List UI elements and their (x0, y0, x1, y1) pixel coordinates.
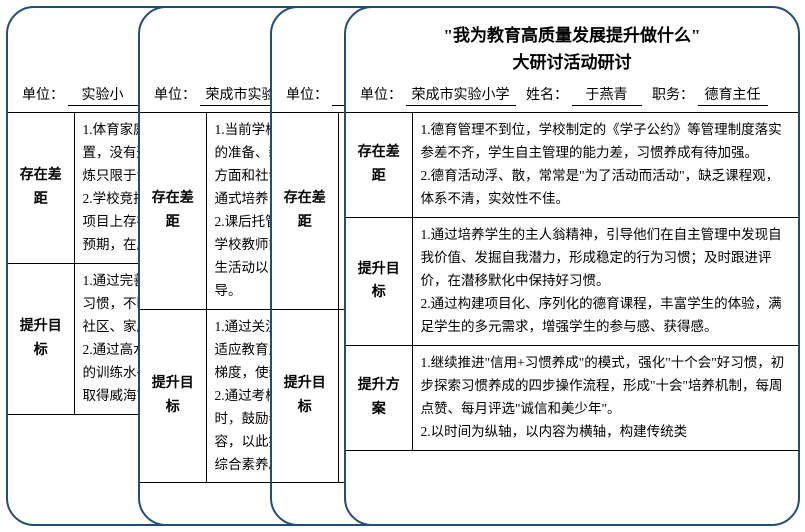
row-body-plan: 1.继续推进"信用+习惯养成"的模式，强化"十个会"好习惯，初步探索习惯养成的四… (412, 345, 798, 450)
name-label: 姓名： (526, 88, 568, 103)
row-body-gap: 1.德育管理不到位，学校制定的《学子公约》等管理制度落实参差不齐，学生自主管理的… (412, 113, 798, 218)
row-head-goal: 提升目标 (272, 309, 338, 483)
row-head-goal: 提升目标 (346, 218, 412, 346)
row-head-plan: 提升方案 (346, 345, 412, 450)
unit-label: 单位： (154, 88, 196, 103)
c4r2b: 1.通过培养学生的主人翁精神，引导他们在自主管理中发现自我价值、发掘自我潜力，形… (421, 227, 782, 334)
row-head-goal: 提升目标 (8, 264, 74, 415)
card4-title-line1: "我为教育高质量发展提升做什么" (346, 8, 798, 49)
unit-value: 实验小 (68, 84, 138, 106)
unit-label: 单位： (22, 88, 64, 103)
row-head-gap: 存在差距 (346, 113, 412, 218)
row-head-goal: 提升目标 (140, 309, 206, 483)
c4r3b: 1.继续推进"信用+习惯养成"的模式，强化"十个会"好习惯，初步探索习惯养成的四… (421, 355, 785, 439)
row-head-gap: 存在差距 (272, 113, 338, 310)
row-head-gap: 存在差距 (140, 113, 206, 310)
row-body-goal: 1.通过培养学生的主人翁精神，引导他们在自主管理中发现自我价值、发掘自我潜力，形… (412, 218, 798, 346)
card4-unitline: 单位： 荣成市实验小学 姓名： 于燕青 职务： 德育主任 (346, 76, 798, 112)
unit-value: 荣成市实验小学 (406, 84, 516, 106)
role-label: 职务： (652, 88, 694, 103)
form-card-4: "我为教育高质量发展提升做什么" 大研讨活动研讨 单位： 荣成市实验小学 姓名：… (344, 6, 800, 526)
unit-label: 单位： (286, 88, 328, 103)
name-value: 于燕青 (572, 84, 642, 106)
row-head-gap: 存在差距 (8, 113, 74, 264)
unit-label: 单位： (360, 88, 402, 103)
c4r1b: 1.德育管理不到位，学校制定的《学子公约》等管理制度落实参差不齐，学生自主管理的… (421, 122, 782, 206)
card4-table: 存在差距 1.德育管理不到位，学校制定的《学子公约》等管理制度落实参差不齐，学生… (346, 112, 798, 450)
role-value: 德育主任 (698, 84, 768, 106)
card4-title-line2: 大研讨活动研讨 (346, 49, 798, 76)
